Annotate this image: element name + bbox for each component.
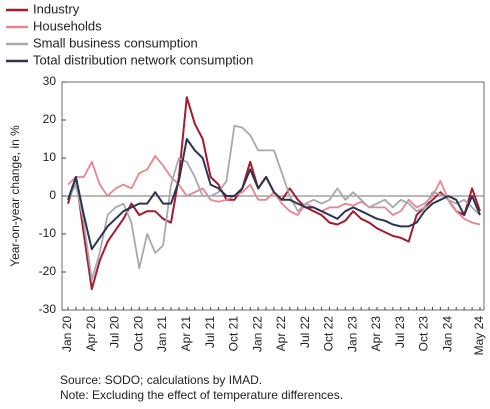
x-tick-label: Apr 20 xyxy=(84,316,98,352)
y-tick-label: 20 xyxy=(43,112,57,126)
note: Note: Excluding the effect of temperatur… xyxy=(60,388,343,402)
x-tick-label: Jul 22 xyxy=(298,316,312,348)
series-line xyxy=(67,138,481,251)
y-tick-label: -30 xyxy=(39,302,57,316)
x-tick-label: Oct 21 xyxy=(227,316,241,352)
x-tick-label: Oct 20 xyxy=(131,316,145,352)
y-axis-label: Year-on-year change, in % xyxy=(8,125,22,267)
y-tick-label: -10 xyxy=(39,226,57,240)
series-line xyxy=(67,124,481,281)
x-tick-label: Jul 21 xyxy=(203,316,217,348)
x-tick-label: Jan 20 xyxy=(60,316,74,352)
x-tick-label: May 24 xyxy=(472,316,486,356)
x-tick-label: Jan 21 xyxy=(155,316,169,352)
x-tick-label: Apr 21 xyxy=(179,316,193,352)
y-tick-label: 0 xyxy=(49,188,56,202)
x-tick-label: Oct 23 xyxy=(417,316,431,352)
x-tick-label: Jul 20 xyxy=(108,316,122,348)
legend-label: Total distribution network consumption xyxy=(33,52,253,67)
note: Source: SODO; calculations by IMAD. xyxy=(60,373,262,387)
y-tick-label: -20 xyxy=(39,264,57,278)
legend-label: Industry xyxy=(33,1,80,16)
x-tick-label: Jul 23 xyxy=(393,316,407,348)
y-tick-label: 30 xyxy=(43,74,57,88)
x-tick-label: Apr 23 xyxy=(369,316,383,352)
x-tick-label: Oct 22 xyxy=(322,316,336,352)
y-tick-label: 10 xyxy=(43,150,57,164)
legend-label: Small business consumption xyxy=(33,35,198,50)
legend-label: Households xyxy=(33,18,102,33)
x-tick-label: Jan 24 xyxy=(440,316,454,352)
x-tick-label: Jan 23 xyxy=(345,316,359,352)
x-tick-label: Apr 22 xyxy=(274,316,288,352)
x-tick-label: Jan 22 xyxy=(250,316,264,352)
